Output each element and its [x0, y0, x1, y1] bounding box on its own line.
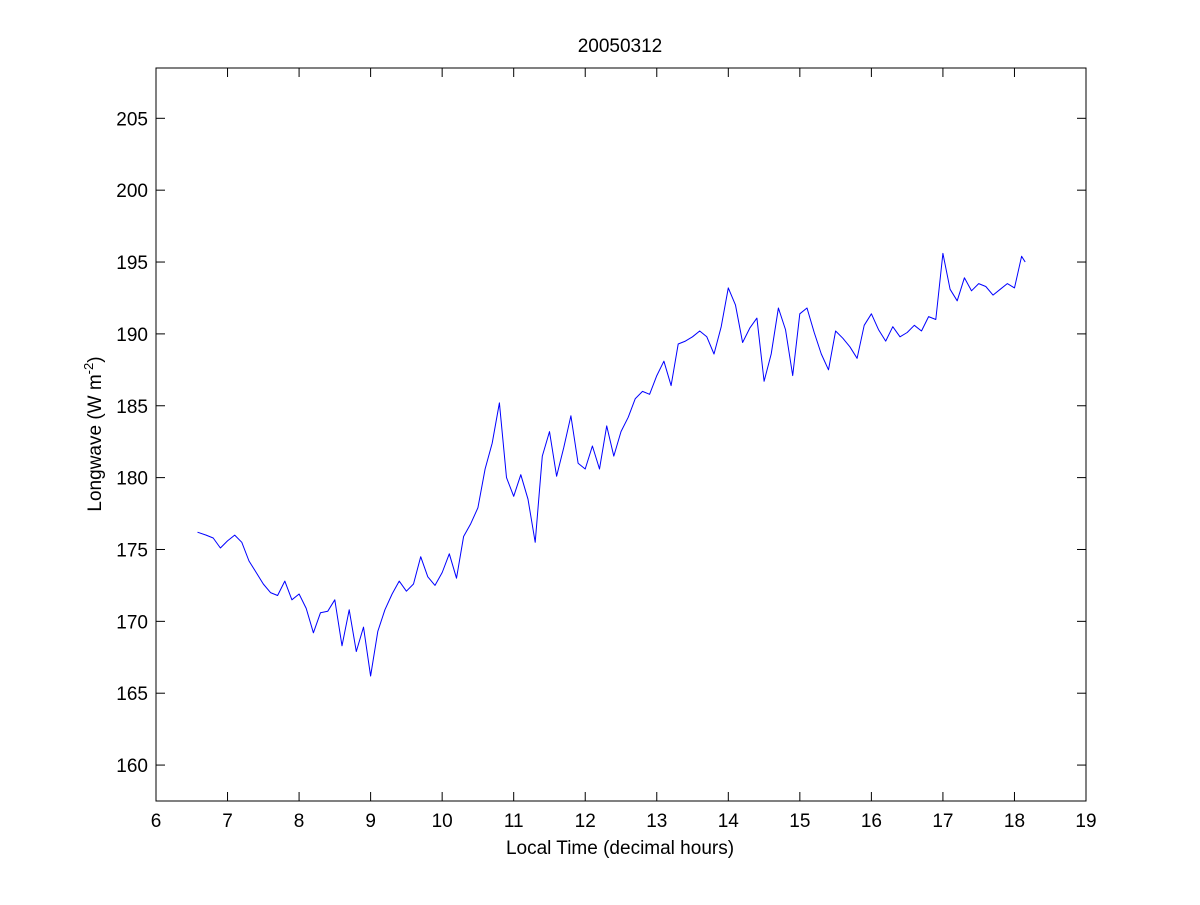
x-tick-label: 14 — [718, 811, 740, 832]
x-tick-label: 16 — [861, 811, 882, 832]
x-tick-label: 12 — [575, 811, 596, 832]
x-tick-label: 6 — [151, 811, 162, 832]
y-tick-label: 200 — [116, 181, 148, 202]
plot-area — [155, 67, 1087, 802]
y-tick-label: 175 — [116, 540, 148, 561]
longwave-series-line — [197, 252, 1026, 677]
y-tick-label: 185 — [116, 397, 148, 418]
y-tick-label: 195 — [116, 253, 148, 274]
y-tick-label: 170 — [116, 612, 148, 633]
x-axis: 6 7 8 9 10 11 12 13 14 15 16 17 18 19 — [151, 68, 1097, 832]
x-tick-label: 9 — [365, 811, 376, 832]
chart-title: 20050312 — [578, 36, 663, 57]
x-tick-label: 10 — [432, 811, 453, 832]
y-axis: 160 165 170 175 180 185 190 195 200 205 — [116, 109, 1086, 777]
x-tick-label: 18 — [1004, 811, 1025, 832]
x-tick-label: 7 — [222, 811, 233, 832]
y-axis-label-superscript: -2 — [81, 363, 96, 375]
x-tick-label: 13 — [646, 811, 667, 832]
y-tick-label: 190 — [116, 325, 148, 346]
y-tick-label: 165 — [116, 684, 148, 705]
x-tick-label: 15 — [789, 811, 810, 832]
y-tick-label: 160 — [116, 756, 148, 777]
y-tick-label: 180 — [116, 469, 148, 490]
x-tick-label: 11 — [504, 811, 524, 832]
x-tick-label: 8 — [294, 811, 305, 832]
y-axis-label-close: ) — [85, 356, 106, 362]
x-tick-label: 19 — [1075, 811, 1096, 832]
plot-frame — [155, 67, 1087, 802]
y-axis-label-main: Longwave (W m — [85, 374, 106, 511]
y-tick-label: 205 — [116, 109, 148, 130]
x-axis-label: Local Time (decimal hours) — [506, 838, 734, 859]
x-tick-label: 17 — [932, 811, 953, 832]
y-axis-label: Longwave (W m-2) — [81, 356, 106, 511]
